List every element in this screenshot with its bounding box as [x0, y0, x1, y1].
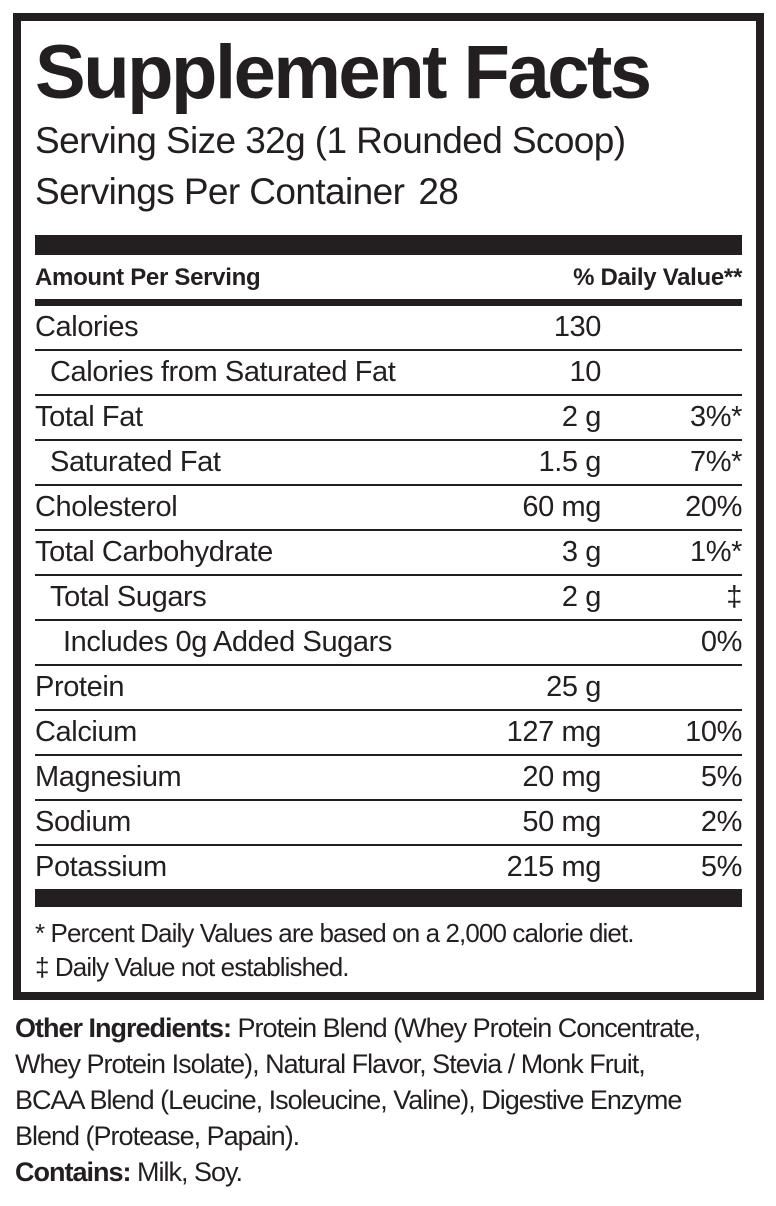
nutrient-daily-value: 20% [685, 491, 742, 523]
ingredients-line: BCAA Blend (Leucine, Isoleucine, Valine)… [15, 1085, 682, 1115]
contains-value: Milk, Soy. [137, 1157, 243, 1187]
table-row: Sodium 50 mg 2% [35, 799, 742, 844]
nutrient-name: Protein [35, 671, 125, 703]
supplement-facts-panel: Supplement Facts Serving Size 32g (1 Rou… [13, 13, 764, 1000]
other-ingredients-section: Other Ingredients: Protein Blend (Whey P… [15, 1010, 775, 1190]
footnote-dagger: ‡ Daily Value not established. [35, 952, 350, 982]
footnotes: * Percent Daily Values are based on a 2,… [35, 907, 742, 984]
table-row: Includes 0g Added Sugars 0% [35, 619, 742, 664]
table-header-row: Amount Per Serving % Daily Value** [35, 255, 742, 299]
nutrient-amount: 2 g [561, 581, 602, 613]
nutrient-name: Calcium [35, 716, 137, 748]
daily-value-header: % Daily Value** [573, 264, 742, 291]
table-row: Potassium 215 mg 5% [35, 844, 742, 889]
nutrient-name: Calories [35, 311, 139, 343]
nutrient-daily-value: 5% [700, 851, 743, 883]
serving-size-text: Serving Size 32g (1 Rounded Scoop) [35, 120, 626, 161]
nutrient-name: Total Carbohydrate [35, 536, 273, 568]
table-row: Magnesium 20 mg 5% [35, 754, 742, 799]
ingredients-line: Whey Protein Isolate), Natural Flavor, S… [15, 1049, 646, 1079]
nutrient-name: Saturated Fat [50, 446, 221, 478]
nutrient-daily-value: 3%* [690, 401, 742, 433]
nutrient-name: Sodium [35, 806, 131, 838]
medium-divider [35, 299, 742, 306]
panel-title: Supplement Facts [35, 30, 652, 115]
nutrient-amount: 25 g [546, 671, 601, 703]
contains-label: Contains: [15, 1157, 131, 1187]
nutrient-name: Potassium [35, 851, 167, 883]
ingredients-line: Blend (Protease, Papain). [15, 1121, 300, 1151]
table-row: Cholesterol 60 mg 20% [35, 484, 742, 529]
nutrient-amount: 20 mg [522, 761, 601, 793]
nutrient-name: Cholesterol [35, 491, 178, 523]
servings-per-container-label: Servings Per Container [35, 171, 405, 212]
nutrient-amount: 130 [553, 311, 602, 343]
thick-divider-bottom [35, 889, 742, 907]
servings-per-container-value: 28 [418, 171, 459, 212]
other-ingredients-label: Other Ingredients: [15, 1013, 232, 1043]
thick-divider-top [35, 235, 742, 255]
ingredients-line: Other Ingredients: Protein Blend (Whey P… [15, 1010, 775, 1046]
servings-per-container-line: Servings Per Container 28 [35, 166, 742, 217]
nutrient-amount: 3 g [561, 536, 602, 568]
table-row: Total Fat 2 g 3%* [35, 394, 742, 439]
nutrient-amount: 127 mg [506, 716, 602, 748]
nutrient-daily-value: 0% [700, 626, 743, 658]
nutrient-amount: 50 mg [522, 806, 601, 838]
ingredients-text: Protein Blend (Whey Protein Concentrate, [237, 1013, 702, 1043]
nutrient-daily-value: 5% [700, 761, 743, 793]
nutrient-name: Magnesium [35, 761, 182, 793]
nutrient-daily-value: 2% [700, 806, 743, 838]
nutrient-amount: 2 g [561, 401, 602, 433]
nutrient-name: Calories from Saturated Fat [50, 356, 396, 388]
serving-size-line: Serving Size 32g (1 Rounded Scoop) [35, 115, 742, 166]
nutrient-amount: 1.5 g [538, 446, 602, 478]
nutrient-name: Total Fat [35, 401, 143, 433]
nutrient-amount: 10 [569, 356, 602, 388]
nutrient-amount: 60 mg [522, 491, 601, 523]
table-row: Calories from Saturated Fat 10 [35, 349, 742, 394]
table-row: Calcium 127 mg 10% [35, 709, 742, 754]
footnote-daily-values: * Percent Daily Values are based on a 2,… [35, 918, 635, 948]
table-row: Total Carbohydrate 3 g 1%* [35, 529, 742, 574]
nutrient-name: Total Sugars [50, 581, 207, 613]
nutrient-daily-value: 10% [685, 716, 742, 748]
nutrient-name: Includes 0g Added Sugars [63, 626, 392, 658]
nutrient-daily-value: ‡ [726, 581, 742, 613]
table-row: Total Sugars 2 g ‡ [35, 574, 742, 619]
table-row: Calories 130 [35, 306, 742, 349]
contains-line: Contains: Milk, Soy. [15, 1154, 775, 1190]
nutrient-amount: 215 mg [506, 851, 602, 883]
nutrient-daily-value: 1%* [690, 536, 742, 568]
nutrient-rows: Calories 130 Calories from Saturated Fat… [35, 306, 742, 889]
amount-per-serving-header: Amount Per Serving [35, 264, 261, 291]
nutrient-daily-value: 7%* [690, 446, 742, 478]
table-row: Protein 25 g [35, 664, 742, 709]
table-row: Saturated Fat 1.5 g 7%* [35, 439, 742, 484]
